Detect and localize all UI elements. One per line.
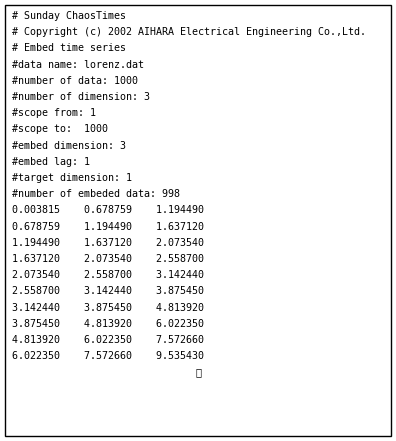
Text: ⋮: ⋮ <box>195 367 201 377</box>
Text: #scope to:  1000: #scope to: 1000 <box>12 124 108 135</box>
Text: #number of dimension: 3: #number of dimension: 3 <box>12 92 150 102</box>
Text: 3.875450    4.813920    6.022350: 3.875450 4.813920 6.022350 <box>12 319 204 329</box>
Text: #number of embeded data: 998: #number of embeded data: 998 <box>12 189 180 199</box>
Text: 0.003815    0.678759    1.194490: 0.003815 0.678759 1.194490 <box>12 206 204 215</box>
Text: 1.194490    1.637120    2.073540: 1.194490 1.637120 2.073540 <box>12 238 204 248</box>
Text: #embed dimension: 3: #embed dimension: 3 <box>12 141 126 150</box>
Text: # Embed time series: # Embed time series <box>12 43 126 53</box>
Text: # Sunday ChaosTimes: # Sunday ChaosTimes <box>12 11 126 21</box>
Text: 2.558700    3.142440    3.875450: 2.558700 3.142440 3.875450 <box>12 286 204 296</box>
Text: 2.073540    2.558700    3.142440: 2.073540 2.558700 3.142440 <box>12 270 204 280</box>
Text: #data name: lorenz.dat: #data name: lorenz.dat <box>12 60 144 70</box>
Text: 4.813920    6.022350    7.572660: 4.813920 6.022350 7.572660 <box>12 335 204 345</box>
Text: #number of data: 1000: #number of data: 1000 <box>12 76 138 86</box>
Text: #embed lag: 1: #embed lag: 1 <box>12 157 90 167</box>
Text: 1.637120    2.073540    2.558700: 1.637120 2.073540 2.558700 <box>12 254 204 264</box>
Text: #target dimension: 1: #target dimension: 1 <box>12 173 132 183</box>
FancyBboxPatch shape <box>5 5 391 436</box>
Text: # Copyright (c) 2002 AIHARA Electrical Engineering Co.,Ltd.: # Copyright (c) 2002 AIHARA Electrical E… <box>12 27 366 37</box>
Text: 3.142440    3.875450    4.813920: 3.142440 3.875450 4.813920 <box>12 303 204 313</box>
Text: 0.678759    1.194490    1.637120: 0.678759 1.194490 1.637120 <box>12 221 204 232</box>
Text: 6.022350    7.572660    9.535430: 6.022350 7.572660 9.535430 <box>12 351 204 361</box>
Text: #scope from: 1: #scope from: 1 <box>12 108 96 118</box>
